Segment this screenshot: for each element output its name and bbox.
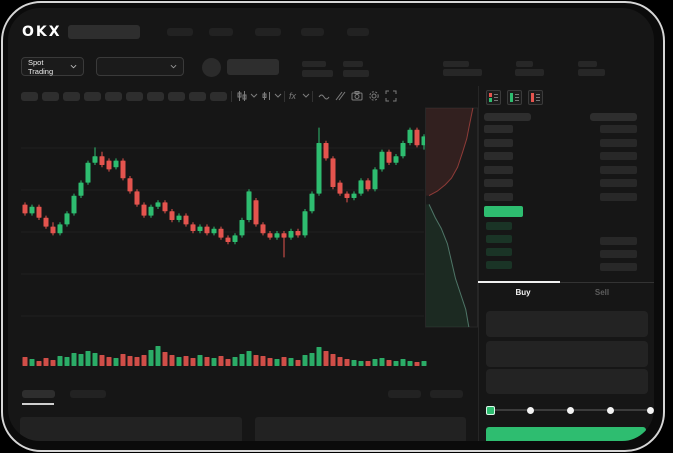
tab-sell[interactable]: Sell — [594, 288, 610, 297]
tab-buy[interactable]: Buy — [515, 288, 531, 297]
book-combined-view-icon[interactable] — [486, 90, 501, 105]
token-avatar — [202, 58, 221, 77]
bid-row-amount[interactable] — [600, 237, 637, 245]
orders-table-skeleton — [20, 417, 242, 441]
chevron-down-icon[interactable] — [250, 93, 262, 105]
price-input[interactable] — [486, 311, 648, 337]
last-price-indicator — [484, 206, 523, 217]
slider-stop-75[interactable] — [606, 406, 614, 414]
timeframe-pill[interactable] — [105, 92, 122, 101]
ask-row-price[interactable] — [484, 165, 513, 174]
active-tab-indicator — [478, 281, 560, 283]
nav-item-2[interactable] — [209, 28, 233, 36]
book-bids-view-icon[interactable] — [507, 90, 522, 105]
stat-value-skeleton — [302, 70, 333, 77]
nav-item-4[interactable] — [301, 28, 324, 36]
timeframe-pill[interactable] — [126, 92, 143, 101]
fullscreen-icon[interactable] — [385, 90, 397, 102]
bid-row-price[interactable] — [486, 248, 512, 256]
chevron-down-icon — [170, 64, 177, 69]
candlestick-chart[interactable] — [8, 8, 654, 441]
timeframe-pill[interactable] — [147, 92, 164, 101]
stat-value-skeleton — [515, 69, 544, 76]
book-asks-view-icon[interactable] — [528, 90, 543, 105]
timeframe-pill[interactable] — [210, 92, 227, 101]
line-tool-icon[interactable] — [318, 90, 330, 102]
panel-divider — [478, 86, 479, 441]
stat-label-skeleton — [302, 61, 326, 67]
orderbook-header-price-skeleton — [484, 113, 531, 121]
slider-stop-50[interactable] — [566, 406, 574, 414]
settings-gear-icon[interactable] — [368, 90, 380, 102]
bottom-tab-2[interactable] — [70, 390, 106, 398]
slider-stop-100[interactable] — [646, 406, 654, 414]
ask-row-price[interactable] — [484, 152, 513, 161]
buy-button[interactable] — [486, 427, 646, 441]
ask-row-price[interactable] — [484, 138, 513, 147]
bid-row-amount[interactable] — [600, 250, 637, 258]
total-input[interactable] — [486, 369, 648, 394]
stat-label-skeleton — [443, 61, 469, 67]
toolbar-separator — [312, 91, 313, 102]
stat-label-skeleton — [578, 61, 597, 67]
amount-input[interactable] — [486, 341, 648, 367]
bottom-tab-underline — [22, 403, 54, 405]
bottom-tab-active[interactable] — [22, 390, 55, 398]
stat-value-skeleton — [578, 69, 605, 76]
ask-row-amount[interactable] — [600, 125, 637, 133]
pair-name-skeleton — [227, 59, 279, 75]
ask-row-amount[interactable] — [600, 138, 637, 147]
bid-row-price[interactable] — [486, 222, 512, 230]
ask-row-amount[interactable] — [600, 179, 637, 188]
chevron-down-icon[interactable] — [302, 93, 314, 105]
compare-icon[interactable] — [334, 90, 346, 102]
ask-row-price[interactable] — [484, 179, 513, 188]
header-search-skeleton[interactable] — [68, 25, 140, 39]
bottom-action-1[interactable] — [388, 390, 421, 398]
market-type-label: Spot Trading — [28, 57, 54, 76]
orderbook-header-amount-skeleton — [590, 113, 637, 121]
chevron-down-icon[interactable] — [274, 93, 286, 105]
indicators-fx-icon[interactable]: fx — [289, 91, 297, 101]
bid-row-price[interactable] — [486, 235, 512, 243]
slider-stop-0[interactable] — [485, 405, 495, 415]
stat-value-skeleton — [443, 69, 482, 76]
toolbar-separator — [231, 91, 232, 102]
ask-row-price[interactable] — [484, 193, 513, 201]
slider-stop-25[interactable] — [526, 406, 534, 414]
timeframe-pill[interactable] — [21, 92, 38, 101]
ask-row-amount[interactable] — [600, 152, 637, 161]
toolbar-separator — [284, 91, 285, 102]
market-type-dropdown[interactable]: Spot Trading — [21, 57, 84, 76]
nav-item-3[interactable] — [255, 28, 281, 36]
ask-row-amount[interactable] — [600, 165, 637, 174]
stat-label-skeleton — [343, 61, 363, 67]
stat-label-skeleton — [516, 61, 533, 67]
orders-table-skeleton — [255, 417, 466, 441]
timeframe-pill[interactable] — [63, 92, 80, 101]
candle-style-icon[interactable] — [261, 90, 273, 102]
camera-icon[interactable] — [351, 90, 363, 102]
nav-item-1[interactable] — [167, 28, 193, 36]
chart-type-icon[interactable] — [236, 90, 248, 102]
ask-row-price[interactable] — [484, 125, 513, 133]
ask-row-amount[interactable] — [600, 193, 637, 201]
pair-selector-dropdown[interactable] — [96, 57, 184, 76]
nav-item-5[interactable] — [347, 28, 369, 36]
bid-row-price[interactable] — [486, 261, 512, 269]
okx-logo: OKX — [22, 24, 62, 40]
bid-row-amount[interactable] — [600, 263, 637, 271]
stat-value-skeleton — [343, 70, 369, 77]
app-window: OKX Spot Trading — [8, 8, 654, 441]
chevron-down-icon — [70, 64, 77, 69]
timeframe-pill[interactable] — [42, 92, 59, 101]
timeframe-pill[interactable] — [168, 92, 185, 101]
bottom-action-2[interactable] — [430, 390, 463, 398]
timeframe-pill[interactable] — [189, 92, 206, 101]
tab-divider — [560, 282, 654, 283]
timeframe-pill[interactable] — [84, 92, 101, 101]
